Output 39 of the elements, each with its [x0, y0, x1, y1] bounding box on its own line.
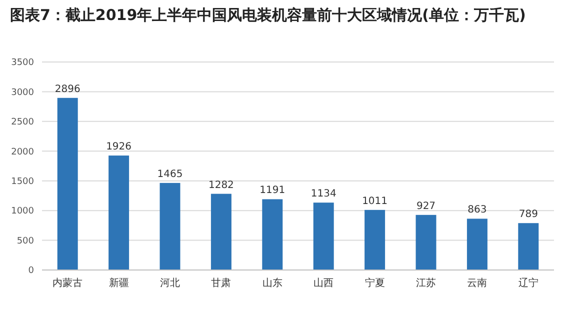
data-label: 1191	[260, 185, 286, 196]
data-label: 789	[518, 209, 538, 220]
data-label: 2896	[54, 84, 80, 95]
x-tick-label: 内蒙古	[52, 277, 83, 289]
bar	[518, 223, 539, 270]
bar	[108, 156, 130, 270]
data-label: 863	[468, 204, 487, 216]
y-tick-label: 1500	[11, 177, 34, 188]
x-tick-label: 宁夏	[364, 277, 385, 289]
y-tick-label: 2000	[11, 147, 34, 158]
data-label: 1011	[362, 196, 388, 207]
x-tick-label: 山东	[262, 277, 282, 289]
bar	[57, 98, 78, 270]
data-label: 1134	[310, 188, 336, 200]
x-tick-label: 山西	[314, 277, 334, 289]
bar	[416, 214, 436, 270]
y-tick-label: 1000	[11, 206, 34, 217]
data-label: 1465	[157, 168, 183, 180]
data-label: 1282	[208, 180, 234, 191]
y-tick-label: 3500	[11, 58, 34, 68]
y-tick-label: 500	[16, 236, 34, 246]
bar	[210, 194, 232, 270]
bar	[160, 182, 180, 270]
y-tick-label: 0	[28, 266, 34, 276]
bar	[313, 202, 334, 270]
y-tick-label: 3000	[11, 88, 34, 98]
x-tick-label: 江苏	[416, 277, 436, 289]
bar	[364, 210, 386, 270]
bar	[262, 199, 283, 270]
x-tick-label: 云南	[467, 277, 488, 289]
y-tick-label: 2500	[11, 118, 34, 128]
bar	[466, 218, 488, 270]
x-tick-label: 河北	[160, 277, 180, 289]
x-tick-label: 甘肃	[211, 277, 232, 289]
chart-title: 图表7：截止2019年上半年中国风电装机容量前十大区域情况(单位：万千瓦)	[10, 6, 526, 24]
data-label: 927	[416, 200, 436, 212]
x-tick-label: 辽宁	[518, 277, 538, 289]
data-label: 1926	[106, 142, 132, 153]
x-tick-label: 新疆	[108, 277, 129, 289]
